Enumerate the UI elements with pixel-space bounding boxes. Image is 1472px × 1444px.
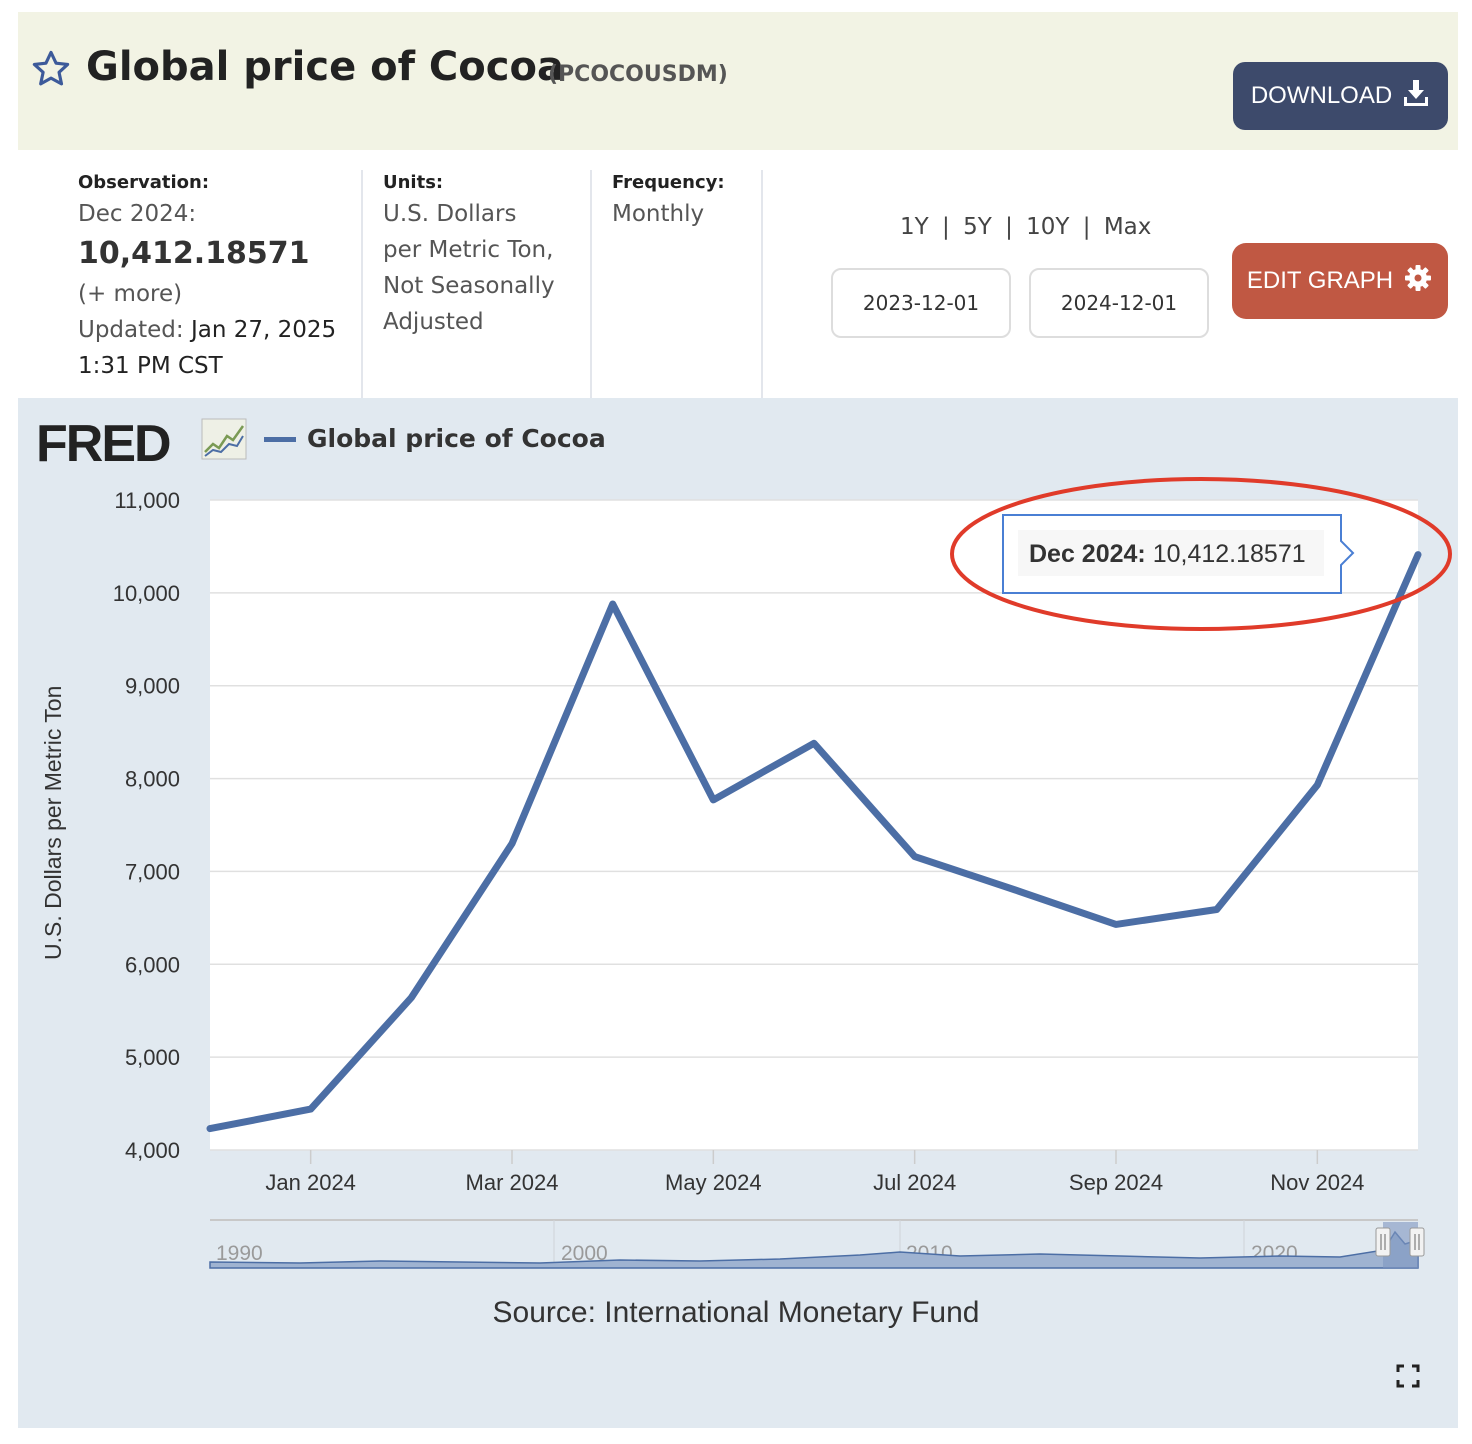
data-point [1213, 906, 1220, 913]
y-tick-label: 8,000 [125, 767, 180, 792]
data-point [1314, 782, 1321, 789]
data-point [609, 601, 616, 607]
range-10y[interactable]: 10Y [1026, 214, 1070, 240]
data-point [1113, 921, 1119, 928]
navigator-handle-left[interactable] [1375, 1227, 1391, 1257]
range-separator: | [942, 214, 950, 240]
data-point [207, 1125, 213, 1132]
gear-icon [1403, 263, 1433, 300]
units-line: U.S. Dollars [383, 201, 517, 227]
star-icon[interactable] [30, 48, 72, 94]
line-chart[interactable]: 4,000 5,000 6,000 7,000 8,000 9,000 10,000 11,0… [0, 0, 1472, 1290]
data-point [1415, 551, 1421, 558]
edit-graph-button[interactable]: EDIT GRAPH [1232, 243, 1448, 319]
legend-entry[interactable]: Global price of Cocoa [307, 424, 606, 453]
observation-value: 10,412.18571 [78, 236, 310, 271]
data-point [307, 1106, 314, 1113]
plot-area [210, 500, 1418, 1150]
x-tick-label: Nov 2024 [1270, 1170, 1364, 1195]
page-title: Global price of Cocoa [86, 44, 564, 90]
units-line: Adjusted [383, 309, 484, 335]
frequency-label: Frequency: [612, 172, 725, 193]
download-label: DOWNLOAD [1250, 82, 1393, 109]
end-date-input[interactable]: 2024-12-01 [1029, 268, 1209, 338]
data-point [509, 840, 515, 847]
units-block: Units: U.S. Dollars per Metric Ton, Not … [383, 170, 555, 340]
range-5y[interactable]: 5Y [963, 214, 992, 240]
navigator-label: 2000 [561, 1242, 608, 1265]
y-tick-label: 11,000 [114, 488, 180, 513]
more-link[interactable]: (+ more) [78, 281, 183, 307]
x-tick-label: May 2024 [665, 1170, 762, 1195]
divider [761, 170, 763, 398]
navigator[interactable]: 1990 2000 2010 2020 [209, 1219, 1425, 1269]
download-icon [1402, 78, 1430, 115]
tooltip: Dec 2024: 10,412.18571 [1002, 514, 1355, 594]
fred-logo[interactable]: FRED [36, 415, 172, 473]
divider [590, 170, 592, 398]
frequency-value: Monthly [612, 201, 705, 227]
updated-time: 1:31 PM CST [78, 353, 223, 379]
x-tick-label: Mar 2024 [466, 1170, 559, 1195]
highlight-circle [950, 477, 1452, 631]
svg-text:Dec 2024: 10,412.18571: Dec 2024: 10,412.18571 [1029, 540, 1306, 568]
x-tick-label: Jul 2024 [873, 1170, 956, 1195]
navigator-handle-right[interactable] [1409, 1227, 1425, 1257]
units-line: Not Seasonally [383, 273, 555, 299]
units-label: Units: [383, 172, 444, 193]
observation-period: Dec 2024: [78, 201, 197, 227]
data-point [811, 740, 817, 747]
data-point [408, 994, 415, 1001]
y-tick-label: 7,000 [125, 859, 180, 884]
y-tick-label: 9,000 [125, 674, 180, 699]
navigator-label: 1990 [216, 1242, 263, 1265]
tooltip-label: Dec 2024: [1029, 540, 1146, 568]
x-tick-label: Sep 2024 [1069, 1170, 1163, 1195]
observation-label: Observation: [78, 172, 210, 193]
data-point [1012, 887, 1019, 893]
observation-block: Observation: Dec 2024: 10,412.18571 (+ m… [78, 170, 336, 384]
range-1y[interactable]: 1Y [900, 214, 929, 240]
legend-swatch [264, 437, 296, 442]
data-point [710, 796, 717, 803]
range-selector: 1Y | 5Y | 10Y | Max [900, 214, 1151, 240]
y-tick-label: 6,000 [125, 952, 180, 977]
series-id: (PCOCOUSDM) [548, 62, 728, 87]
fred-chart-icon [201, 418, 247, 464]
updated-label: Updated: [78, 317, 184, 343]
y-tick-label: 4,000 [125, 1138, 180, 1163]
x-tick-label: Jan 2024 [265, 1170, 356, 1195]
y-tick-label: 5,000 [125, 1045, 180, 1070]
divider [361, 170, 363, 398]
series-header [18, 12, 1458, 150]
y-tick-label: 10,000 [113, 581, 180, 606]
range-separator: | [1005, 214, 1013, 240]
frequency-block: Frequency: Monthly [612, 170, 725, 232]
chart-source[interactable]: Source: International Monetary Fund [492, 1296, 980, 1329]
download-button[interactable]: DOWNLOAD [1233, 62, 1448, 130]
range-separator: | [1082, 214, 1091, 240]
tooltip-value: 10,412.18571 [1153, 540, 1306, 568]
units-line: per Metric Ton, [383, 237, 554, 263]
data-point [911, 853, 918, 860]
range-max[interactable]: Max [1103, 214, 1152, 240]
edit-graph-label: EDIT GRAPH [1246, 267, 1394, 294]
fullscreen-icon[interactable] [1396, 1364, 1420, 1392]
updated-date: Jan 27, 2025 [190, 317, 337, 343]
start-date-input[interactable]: 2023-12-01 [831, 268, 1011, 338]
